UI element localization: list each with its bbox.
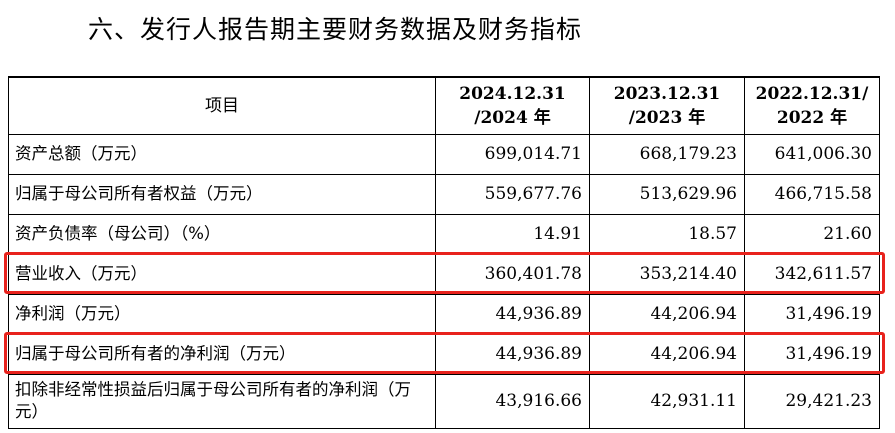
cell-value: 44,206.94 bbox=[589, 293, 745, 335]
row-label: 归属于母公司所有者的净利润（万元） bbox=[8, 333, 436, 375]
cell-value: 14.91 bbox=[435, 213, 590, 255]
header-period-line1: 2024.12.31 bbox=[459, 83, 566, 104]
cell-value: 513,629.96 bbox=[589, 173, 745, 215]
cell-value: 641,006.30 bbox=[744, 133, 880, 175]
cell-value: 466,715.58 bbox=[744, 173, 880, 215]
cell-value: 18.57 bbox=[589, 213, 745, 255]
cell-value: 353,214.40 bbox=[589, 253, 745, 295]
row-label: 资产总额（万元） bbox=[8, 133, 436, 175]
cell-value: 559,677.76 bbox=[435, 173, 590, 215]
header-period-2024: 2024.12.31 /2024 年 bbox=[435, 76, 590, 135]
cell-value: 360,401.78 bbox=[435, 253, 590, 295]
header-period-line2: /2023 年 bbox=[628, 107, 706, 128]
row-label: 扣除非经常性损益后归属于母公司所有者的净利润（万元） bbox=[8, 373, 436, 429]
cell-value: 31,496.19 bbox=[744, 333, 880, 375]
header-period-2023: 2023.12.31 /2023 年 bbox=[589, 76, 745, 135]
cell-value: 342,611.57 bbox=[744, 253, 880, 295]
cell-value: 31,496.19 bbox=[744, 293, 880, 335]
cell-value: 668,179.23 bbox=[589, 133, 745, 175]
table-row: 扣除非经常性损益后归属于母公司所有者的净利润（万元） 43,916.66 42,… bbox=[8, 373, 880, 429]
row-label: 归属于母公司所有者权益（万元） bbox=[8, 173, 436, 215]
table-row: 净利润（万元） 44,936.89 44,206.94 31,496.19 bbox=[8, 293, 880, 335]
table-row-highlighted: 营业收入（万元） 360,401.78 353,214.40 342,611.5… bbox=[8, 253, 880, 295]
cell-value: 21.60 bbox=[744, 213, 880, 255]
cell-value: 43,916.66 bbox=[435, 373, 590, 429]
header-period-line2: /2024 年 bbox=[474, 107, 551, 128]
table-row: 资产负债率（母公司）（%） 14.91 18.57 21.60 bbox=[8, 213, 880, 255]
cell-value: 44,936.89 bbox=[435, 333, 590, 375]
table-row: 归属于母公司所有者权益（万元） 559,677.76 513,629.96 46… bbox=[8, 173, 880, 215]
header-period-line2: 2022 年 bbox=[776, 107, 848, 128]
header-period-line1: 2022.12.31/ bbox=[755, 83, 869, 104]
cell-value: 29,421.23 bbox=[744, 373, 880, 429]
row-label: 资产负债率（母公司）（%） bbox=[8, 213, 436, 255]
cell-value: 699,014.71 bbox=[435, 133, 590, 175]
table-row-highlighted: 归属于母公司所有者的净利润（万元） 44,936.89 44,206.94 31… bbox=[8, 333, 880, 375]
row-label: 净利润（万元） bbox=[8, 293, 436, 335]
header-period-line1: 2023.12.31 bbox=[613, 83, 721, 104]
financial-table: 项目 2024.12.31 /2024 年 2023.12.31 /2023 年… bbox=[8, 76, 880, 429]
header-item: 项目 bbox=[8, 76, 436, 135]
header-period-2022: 2022.12.31/ 2022 年 bbox=[744, 76, 880, 135]
table-header-row: 项目 2024.12.31 /2024 年 2023.12.31 /2023 年… bbox=[8, 76, 880, 135]
cell-value: 42,931.11 bbox=[589, 373, 745, 429]
cell-value: 44,206.94 bbox=[589, 333, 745, 375]
cell-value: 44,936.89 bbox=[435, 293, 590, 335]
row-label: 营业收入（万元） bbox=[8, 253, 436, 295]
section-heading: 六、发行人报告期主要财务数据及财务指标 bbox=[88, 15, 583, 44]
table-row: 资产总额（万元） 699,014.71 668,179.23 641,006.3… bbox=[8, 133, 880, 175]
